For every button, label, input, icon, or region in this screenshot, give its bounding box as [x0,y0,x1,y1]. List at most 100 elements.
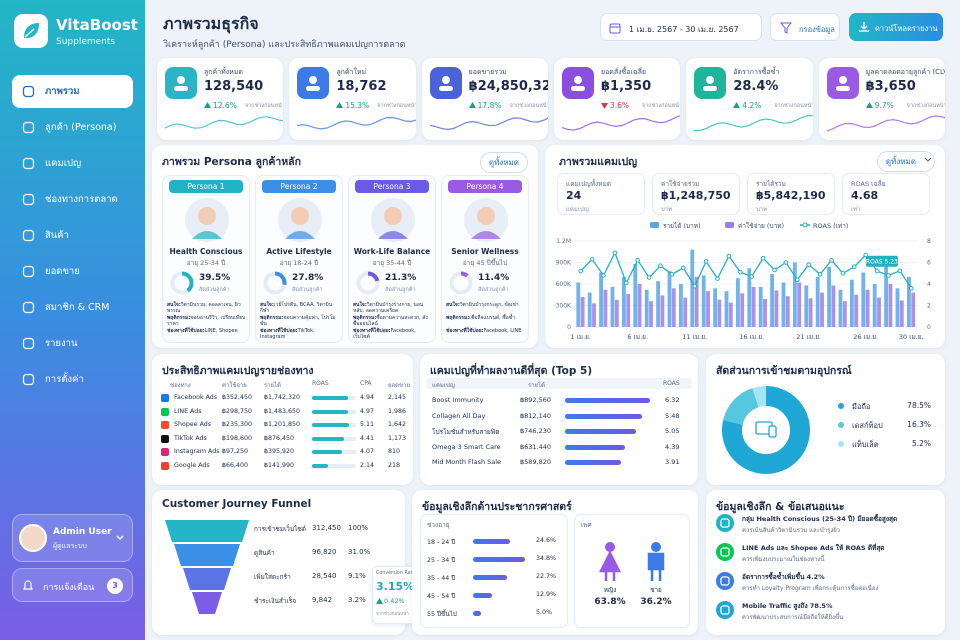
channel-revenue: ฿141,990 [264,461,295,469]
stage-name: ดูสินค้า [254,549,275,557]
bar [815,276,820,327]
field-value: วิตามินบำรุงกระดูก, ข้อเข่า [459,302,519,308]
stage-name: เพิ่มใส่ตะกร้า [254,573,291,581]
demographic-panel: ข้อมูลเชิงลึกด้านประชากรศาสตร์ ช่วงอายุ 1… [412,490,698,635]
glyph [720,576,730,586]
download-button[interactable]: ดาวน์โหลดรายงาน [849,13,943,41]
persona-name: Work-Life Balance [353,247,431,256]
sparkline [164,116,284,129]
user-role: ผู้ดูแลระบบ [53,542,87,550]
nav-item[interactable]: ยอดขาย [12,255,133,288]
channel-roas: 5.11 [360,421,375,428]
logo-icon [24,23,39,39]
campaign-roas: 3.91 [665,458,680,466]
kpi-change: 3.6% [609,101,630,110]
page-subtitle: วิเคราะห์ลูกค้า (Persona) และประสิทธิภาพ… [163,40,406,50]
roas-point [783,260,789,265]
kpi-note: จากช่วงก่อนหน้า [774,103,813,109]
nav-item[interactable]: รายงาน [12,327,133,360]
bar [865,289,870,327]
channel-name: TikTok Ads [174,434,207,442]
bar [592,303,596,327]
campaign-roas: 4.39 [665,442,680,451]
nav-item[interactable]: สินค้า [12,219,133,252]
trend-arrow [600,103,608,109]
date-picker[interactable]: 1 เม.ย. 2567 - 30 เม.ย. 2567 [600,13,762,41]
bar [603,289,608,327]
revenue-bar [565,413,643,419]
nav-label: แคมเปญ [45,158,82,169]
bar [751,286,756,327]
bar [785,296,790,327]
bar [706,291,710,327]
view-all-button[interactable]: ดูทั้งหมด [479,152,528,173]
roas-point [806,262,812,267]
funnel-panel: Customer Journey Funnel การเข้าชมเว็บไซต… [152,490,416,635]
bar [671,288,676,327]
icon-shape [22,229,35,242]
insight-head: อัตราการซื้อซ้ำเพิ่มขึ้น 4.2% [742,573,825,581]
user-card[interactable]: Admin User ผู้ดูแลระบบ [12,514,133,562]
view-all-button[interactable]: ดูทั้งหมด [876,151,935,172]
roas-point [760,255,766,261]
insight-icon [716,572,734,590]
x-tick-label: 26 เม.ย. [853,333,878,341]
nav-icon [22,121,35,134]
bar [735,278,740,327]
funnel-stage [165,520,249,542]
nav-icon [22,193,35,206]
glyph [703,86,718,91]
legend-label: รายได้ (บาท) [663,222,701,230]
kpi-card: ลูกค้าใหม่ 18,762 15.3% จากช่วงก่อนหน้า [289,58,416,140]
trend-arrow [376,598,383,604]
campaign-roas: 5.05 [665,427,680,435]
stat-unit: บาท [756,206,768,213]
nav-item[interactable]: การตั้งค่า [12,363,133,396]
nav-item[interactable]: แคมเปญ [12,147,133,180]
avatar-body [192,231,222,239]
revenue-bar [565,444,626,450]
persona-avatar [371,198,415,242]
channel-name: Google Ads [174,461,210,469]
roas-point [863,252,869,258]
nav-icon [22,301,35,314]
sparkline [826,115,945,132]
nav-item[interactable]: ลูกค้า (Persona) [12,111,133,144]
roas-point [886,273,891,278]
bar [614,299,619,327]
insight-glyph [720,547,730,557]
nav-label: สินค้า [45,230,69,241]
nav-item[interactable]: สมาชิก & CRM [12,291,133,324]
y2-tick-label: 4 [927,281,931,288]
download-icon [859,22,869,32]
nav-item[interactable]: ภาพรวม [12,75,133,108]
channel-spend: ฿298,750 [222,407,253,415]
persona-share-label: สัดส่วนลูกค้า [292,287,323,293]
persona-field: ช่องทางที่ใช้บ่อย:Facebook, LINE [446,328,526,334]
bar [820,292,824,327]
stage-pct: 100% [348,524,369,532]
nav-item[interactable]: ช่องทางการตลาด [12,183,133,216]
nav-icon [22,157,35,170]
arrow-shape [733,102,741,108]
roas-bar [312,450,342,454]
kpi-change: 17.8% [477,101,502,110]
roas-point [624,280,629,286]
funnel-stage [183,568,231,590]
channel-revenue: ฿876,450 [264,434,295,442]
legend-swatch [725,222,734,228]
notification-card[interactable]: การแจ้งเตือน 3 [12,568,133,602]
persona-share: 11.4% [478,273,510,283]
insight-body: ควรเพิ่มงบประมาณในช่องทางนี้ [742,556,825,563]
stage-pct: 9.1% [348,572,366,580]
device-panel: สัดส่วนการเข้าชมตามอุปกรณ์ มือถือ 78.5% เด… [706,354,945,485]
bar [808,298,813,327]
channel-revenue: ฿395,920 [264,448,295,455]
top-campaign-panel: แคมเปญที่ทำผลงานดีที่สุด (Top 5) แคมเปญ ร… [420,354,698,485]
stage-pct: 3.2% [348,596,366,604]
persona-field: พฤติกรรม:ชอบอ่านรีวิว, เปรียบเทียบราคา [167,315,247,327]
field-label: สนใจ: [353,302,367,308]
sparkline [429,117,548,131]
device-name: มือถือ [852,402,871,411]
filter-button[interactable]: กรองข้อมูล [770,13,840,41]
